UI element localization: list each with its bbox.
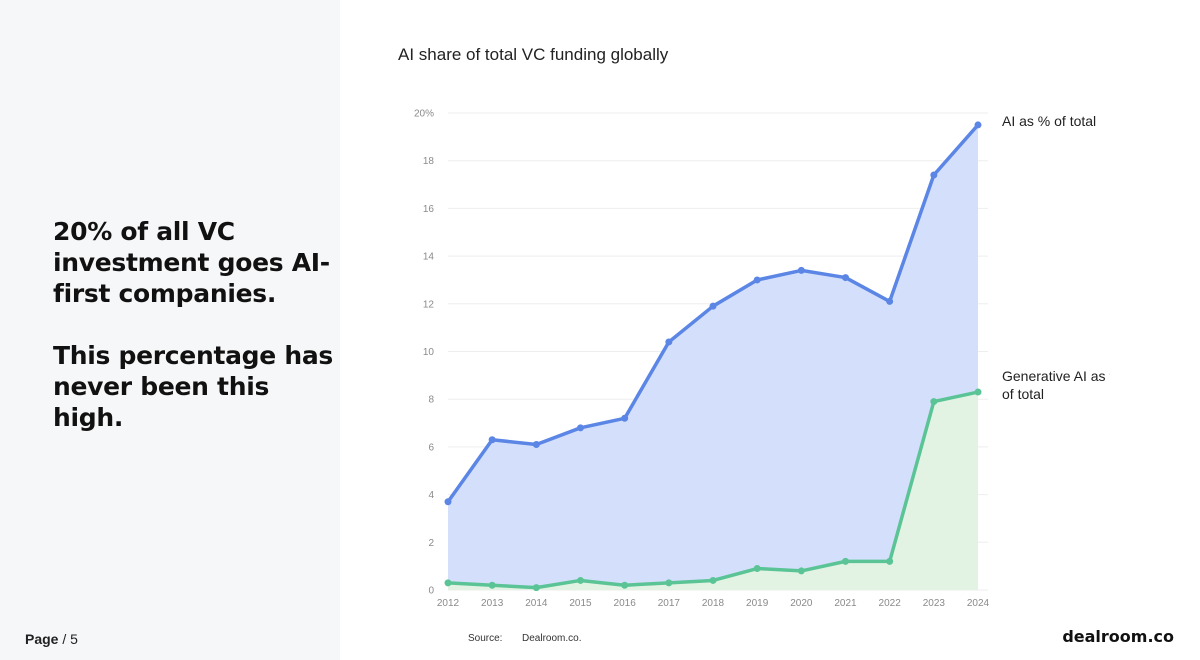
ai-point [488, 436, 496, 444]
ai-point [532, 441, 540, 449]
headline-line-2: This percentage has never been this high… [53, 341, 333, 432]
brand-logo: dealroom.co [1062, 627, 1174, 646]
x-tick-label: 2022 [879, 598, 902, 609]
ai-point [974, 121, 982, 129]
genai-point [532, 584, 540, 592]
headline: 20% of all VC investment goes AI-first c… [53, 216, 333, 433]
y-tick-label: 0 [428, 586, 434, 597]
ai-point [753, 276, 761, 284]
page-number: / 5 [62, 631, 78, 647]
genai-point [444, 579, 452, 587]
headline-line-1: 20% of all VC investment goes AI-first c… [53, 217, 330, 308]
y-tick-label: 4 [428, 490, 434, 501]
genai-point [797, 567, 805, 575]
left-panel [0, 0, 340, 660]
ai-series-label: AI as % of total [1002, 113, 1096, 129]
ai-point [444, 498, 452, 506]
page-indicator: Page / 5 [25, 631, 78, 647]
genai-point [753, 565, 761, 573]
y-tick-label: 18 [423, 156, 435, 167]
ai-point [577, 424, 584, 432]
y-tick-label: 8 [428, 395, 434, 406]
page-word: Page [25, 631, 59, 647]
genai-point [709, 576, 717, 584]
source-label: Source: [468, 633, 503, 644]
x-tick-label: 2023 [923, 598, 946, 609]
genai-point [577, 576, 584, 584]
ai-point [886, 297, 894, 305]
x-tick-label: 2016 [614, 598, 637, 609]
y-tick-label: 20% [414, 109, 434, 120]
ai-point [709, 302, 717, 310]
ai-area [448, 124, 978, 591]
x-tick-label: 2018 [702, 598, 725, 609]
genai-series-label: Generative AI as % of total [1002, 368, 1110, 402]
x-tick-label: 2012 [437, 598, 460, 609]
x-tick-label: 2024 [967, 598, 990, 609]
x-tick-label: 2019 [746, 598, 769, 609]
genai-area [448, 392, 978, 590]
ai-point [665, 338, 673, 346]
genai-point [842, 557, 849, 565]
x-tick-label: 2013 [481, 598, 504, 609]
genai-point [665, 579, 673, 587]
y-tick-label: 10 [423, 347, 435, 358]
y-tick-label: 16 [423, 204, 435, 215]
source-value: Dealroom.co. [522, 633, 582, 644]
genai-point [930, 398, 938, 406]
genai-point [886, 557, 894, 565]
genai-point [974, 388, 982, 396]
x-tick-label: 2020 [790, 598, 813, 609]
x-tick-label: 2021 [834, 598, 857, 609]
ai-point [930, 171, 938, 179]
genai-point [488, 581, 496, 589]
chart-title: AI share of total VC funding globally [398, 45, 669, 64]
area-chart: 0 2 4 6 8 10 12 14 16 18 20% 2012 2013 2014 2015 2016 20… [414, 109, 1110, 610]
y-tick-label: 12 [423, 299, 435, 310]
ai-point [842, 274, 849, 282]
ai-point [621, 414, 629, 422]
y-tick-label: 2 [428, 538, 434, 549]
x-tick-label: 2014 [525, 598, 548, 609]
genai-point [621, 581, 629, 589]
x-tick-label: 2015 [569, 598, 592, 609]
ai-point [797, 266, 805, 274]
y-tick-label: 6 [428, 442, 434, 453]
y-tick-label: 14 [423, 252, 435, 263]
x-tick-label: 2017 [658, 598, 681, 609]
